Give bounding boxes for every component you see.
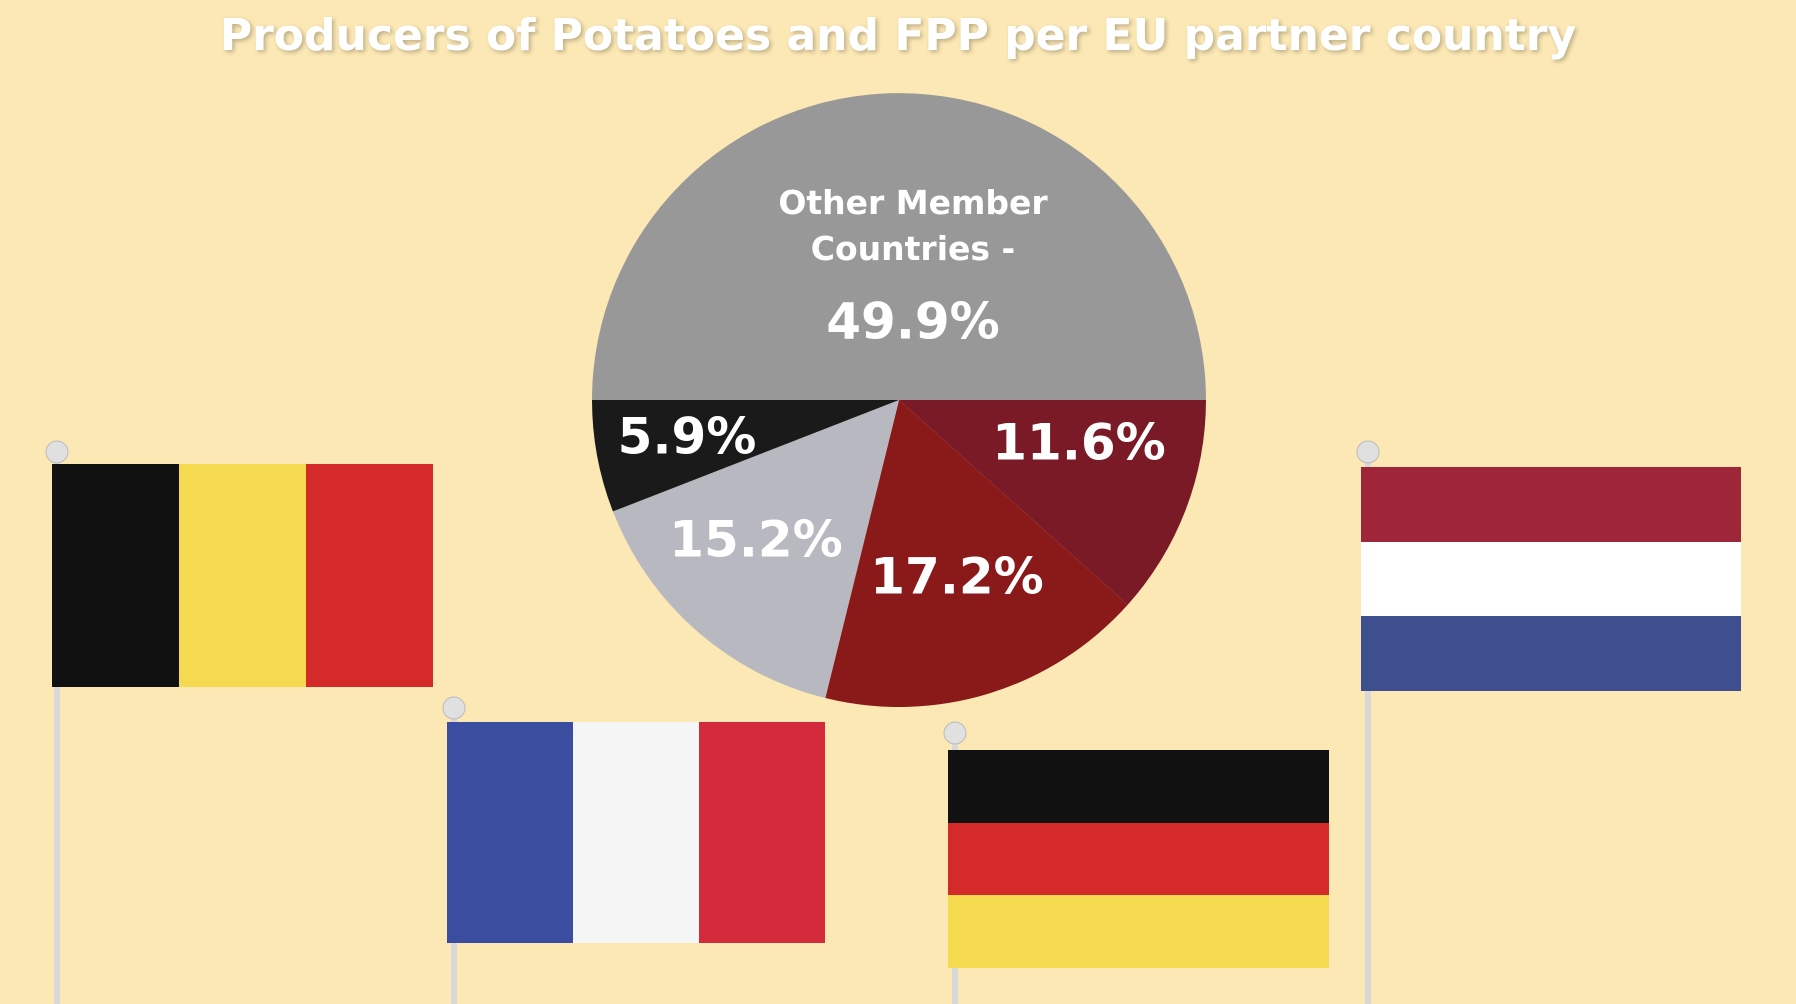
value-label: 5.9% bbox=[618, 408, 757, 466]
flag-belgium bbox=[45, 440, 433, 1004]
pie bbox=[592, 93, 1206, 707]
value-label: 15.2% bbox=[669, 511, 842, 569]
value-label: 49.9% bbox=[826, 293, 999, 351]
flag-germany bbox=[943, 721, 1329, 1004]
pie-slice bbox=[899, 400, 1206, 605]
pie-slice bbox=[612, 400, 899, 699]
flag-france bbox=[442, 696, 825, 1004]
pie-slice bbox=[592, 400, 899, 512]
value-label: 17.2% bbox=[870, 548, 1043, 606]
category-label: Other Member Countries - bbox=[778, 183, 1048, 268]
pie-slice bbox=[592, 93, 1206, 401]
value-label: 11.6% bbox=[992, 414, 1165, 472]
pie-slice bbox=[825, 400, 1128, 707]
chart-title: Producers of Potatoes and FPP per EU par… bbox=[219, 10, 1577, 61]
flag-netherlands bbox=[1356, 440, 1741, 1004]
